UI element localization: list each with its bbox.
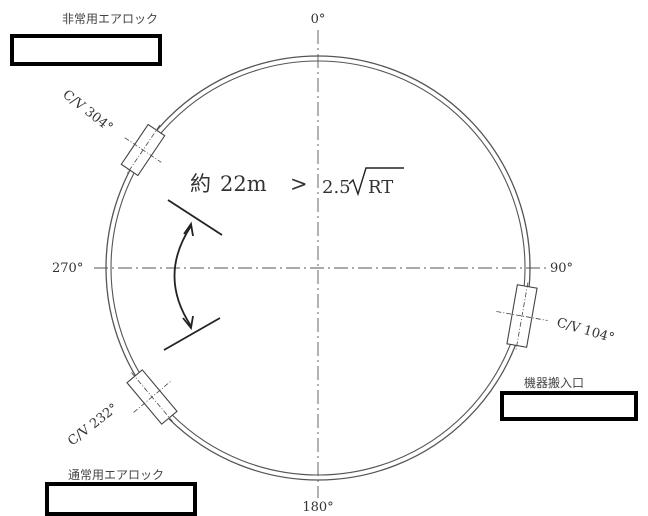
redaction-box-bottom-left — [45, 482, 197, 516]
normal-airlock-label: 通常用エアロック — [68, 468, 164, 482]
valve-label-232: C/V 232° — [65, 401, 121, 449]
distance-value: 22m — [220, 172, 267, 196]
formula-radicand: RT — [368, 177, 393, 198]
emergency-airlock-label: 非常用エアロック — [62, 12, 158, 26]
valve-label-104: C/V 104° — [555, 315, 616, 346]
valve-label-304: C/V 304° — [60, 87, 116, 135]
arrowhead-down-icon — [182, 315, 194, 331]
penetration-104 — [496, 282, 548, 350]
angle-label-top: 0° — [311, 12, 326, 27]
angle-label-right: 90° — [550, 261, 573, 276]
square-root-icon — [348, 167, 404, 197]
distance-prefix: 約 — [190, 172, 211, 196]
angle-label-bottom: 180° — [302, 500, 333, 515]
penetration-304 — [120, 123, 166, 177]
distance-comparator: > — [290, 172, 308, 196]
penetration-232 — [126, 369, 178, 425]
redaction-box-top-left — [10, 34, 162, 66]
equipment-hatch-label: 機器搬入口 — [524, 375, 584, 390]
distance-boundary-lower — [163, 317, 221, 351]
redaction-box-right — [500, 391, 638, 421]
distance-boundary-upper — [167, 199, 223, 236]
formula-coefficient: 2.5 — [322, 177, 351, 198]
angle-label-left: 270° — [52, 261, 83, 276]
distance-arrow — [173, 225, 192, 327]
arrowhead-up-icon — [183, 221, 194, 237]
